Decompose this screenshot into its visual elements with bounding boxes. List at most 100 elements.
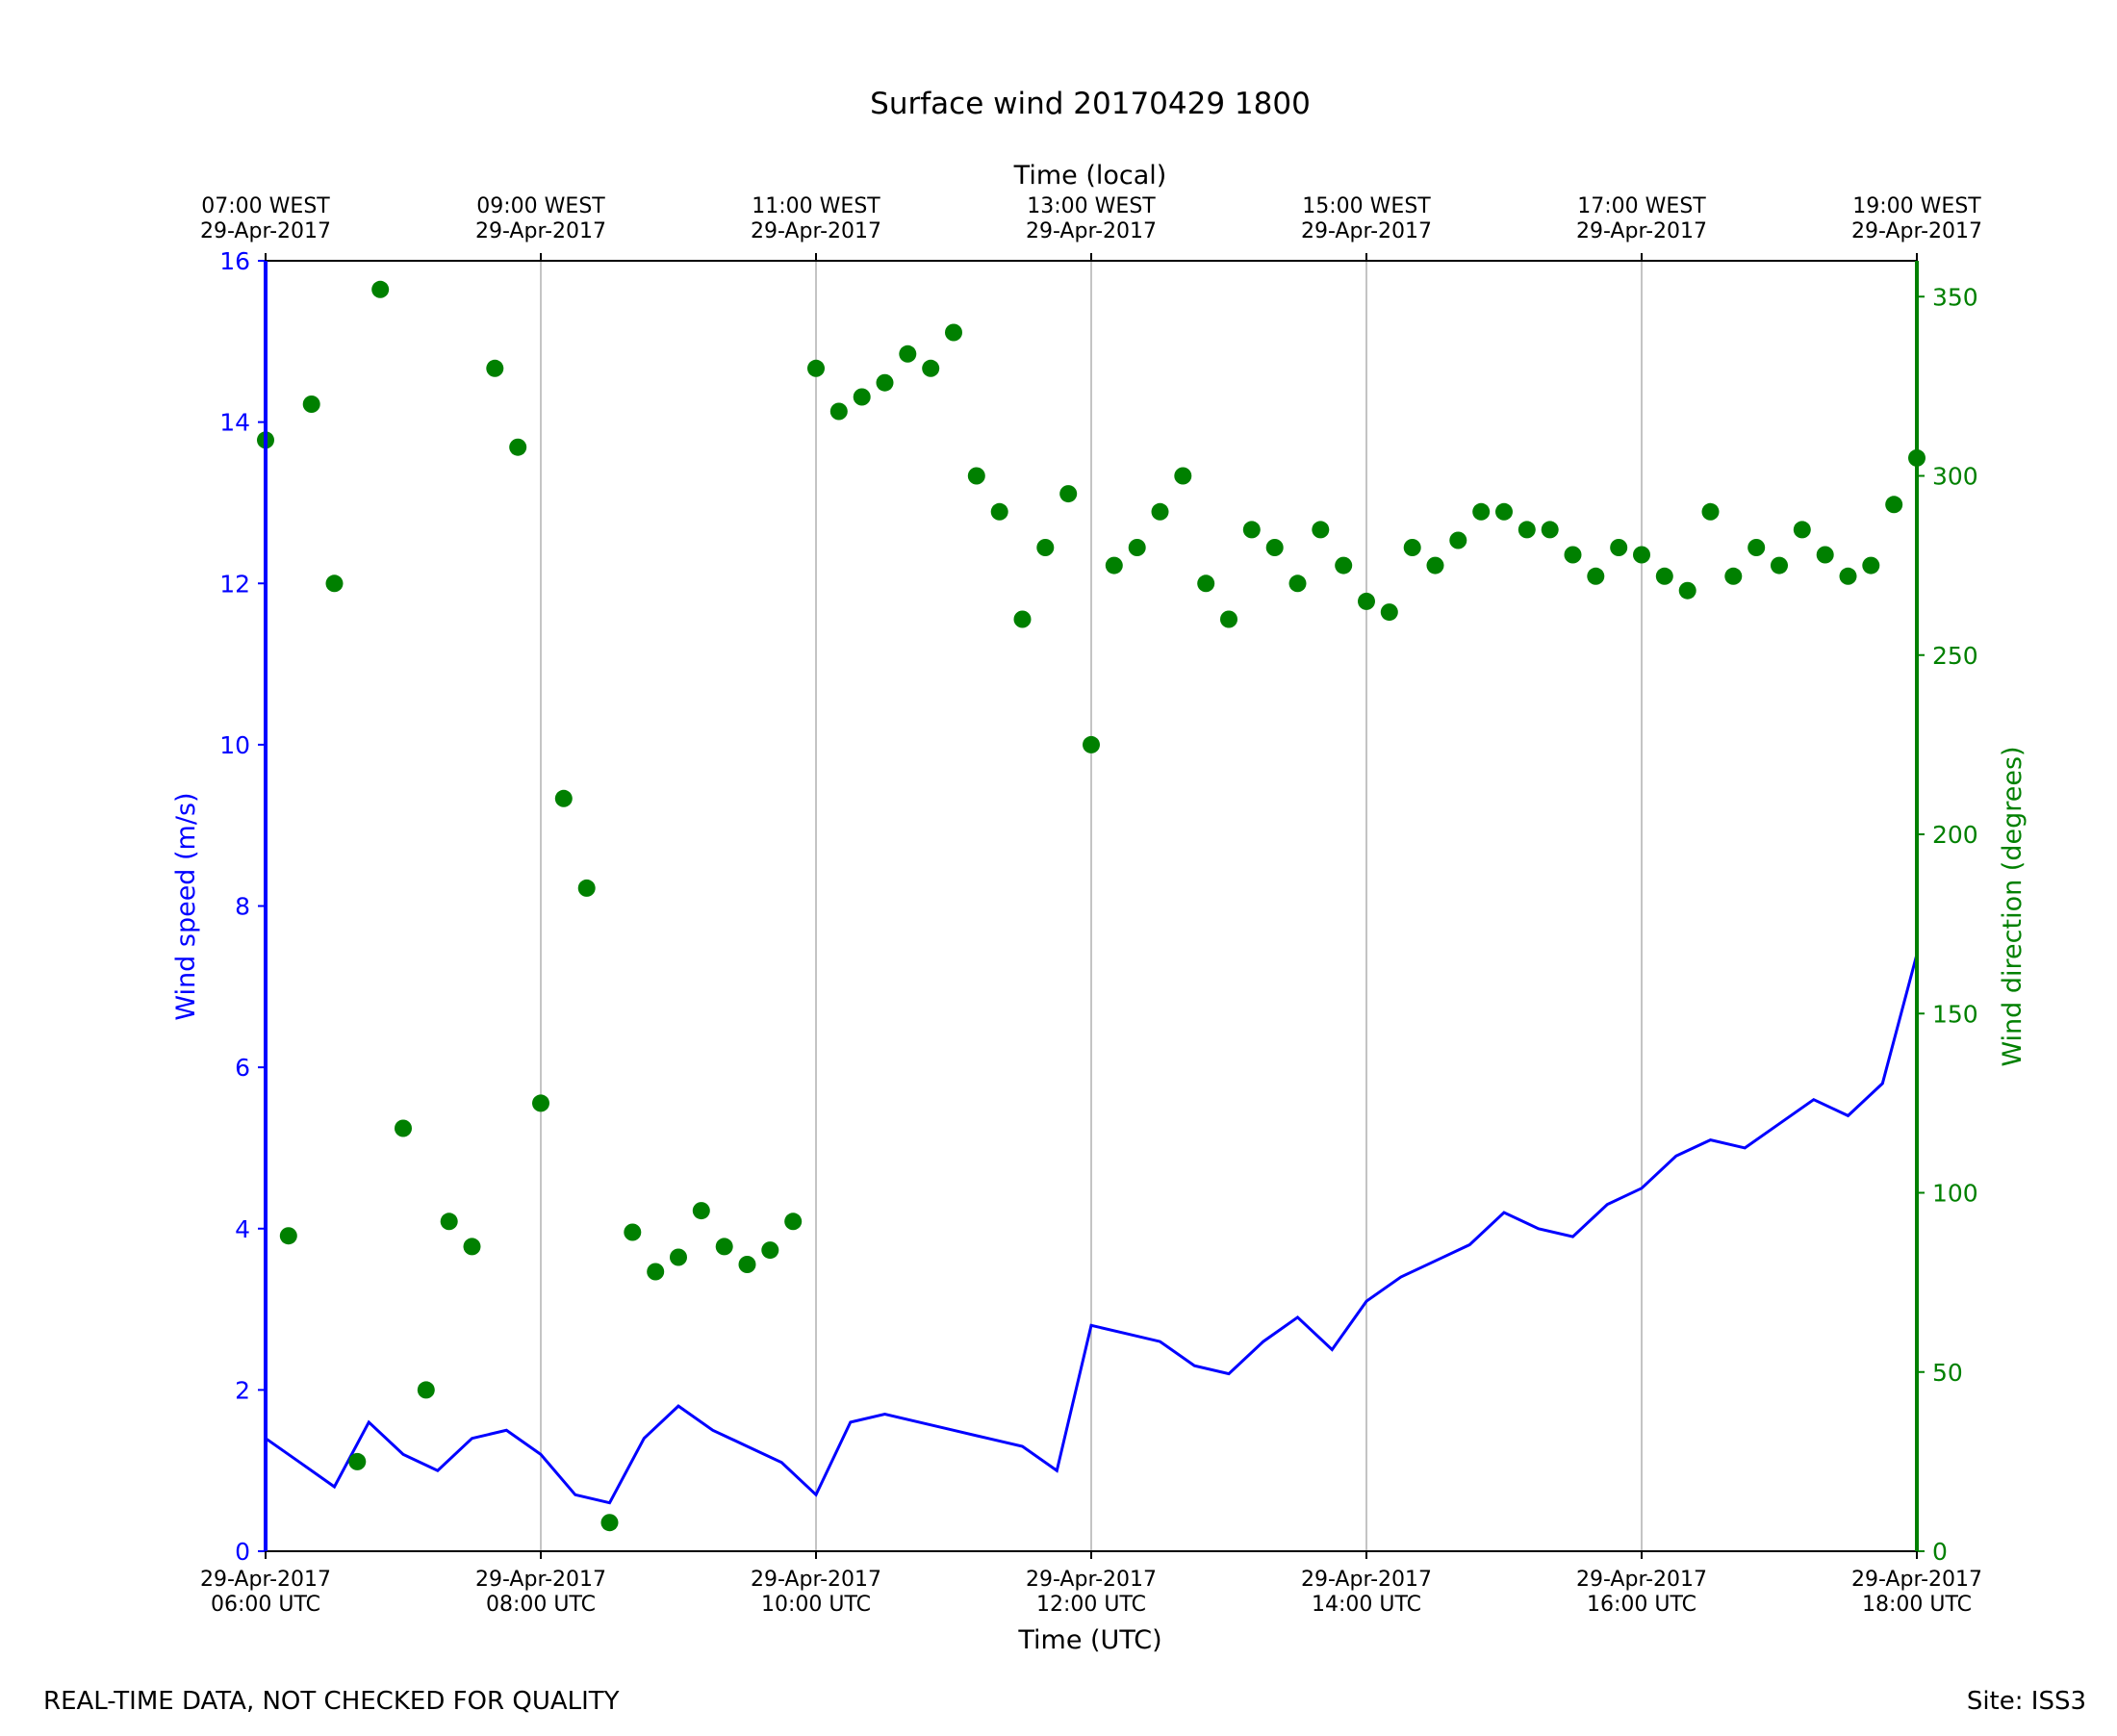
- wind-direction-point: [1518, 521, 1536, 539]
- bottom-tick-label-time: 16:00 UTC: [1587, 1593, 1696, 1617]
- chart-title: Surface wind 20170429 1800: [870, 87, 1311, 121]
- bottom-axis-label: Time (UTC): [1017, 1625, 1161, 1655]
- wind-direction-point: [509, 438, 527, 456]
- top-tick-label-time: 09:00 WEST: [476, 194, 605, 218]
- wind-direction-point: [1105, 556, 1123, 574]
- wind-direction-point: [1449, 531, 1467, 549]
- left-tick-label: 8: [235, 893, 250, 921]
- wind-direction-point: [1265, 539, 1284, 556]
- wind-direction-point: [1174, 467, 1192, 485]
- bottom-tick-label-time: 18:00 UTC: [1862, 1593, 1972, 1617]
- wind-direction-point: [600, 1514, 619, 1532]
- wind-direction-point: [1220, 610, 1237, 628]
- wind-direction-point: [486, 359, 504, 377]
- top-tick-label-date: 29-Apr-2017: [1851, 219, 1982, 243]
- wind-direction-point: [532, 1094, 549, 1112]
- top-tick-label-time: 15:00 WEST: [1302, 194, 1431, 218]
- bottom-tick-label-date: 29-Apr-2017: [200, 1568, 331, 1592]
- wind-direction-point: [325, 574, 344, 593]
- bottom-tick-label-date: 29-Apr-2017: [1301, 1568, 1432, 1592]
- plot-area: 0 2 4 6 8 10 12 14 16 0 50 100 150 200 250 300 350 29-Apr…: [200, 194, 1982, 1617]
- wind-direction-point: [1403, 539, 1421, 556]
- right-tick-label: 0: [1932, 1538, 1948, 1566]
- left-tick-label: 16: [219, 247, 250, 275]
- bottom-tick-label-date: 29-Apr-2017: [1026, 1568, 1157, 1592]
- wind-direction-point: [1816, 546, 1834, 564]
- wind-direction-point: [876, 373, 894, 392]
- left-tick-label: 6: [235, 1054, 250, 1082]
- wind-direction-point: [1701, 502, 1720, 521]
- wind-direction-point: [1151, 502, 1169, 521]
- wind-direction-point: [1013, 610, 1032, 628]
- footer-site: Site: ISS3: [1967, 1687, 2086, 1716]
- right-tick-label: 200: [1932, 821, 1978, 849]
- wind-direction-point: [395, 1119, 412, 1137]
- wind-direction-point: [577, 879, 596, 897]
- right-tick-label: 250: [1932, 642, 1978, 670]
- wind-direction-point: [1771, 556, 1788, 574]
- wind-direction-point: [1335, 556, 1353, 574]
- wind-direction-point: [440, 1213, 458, 1231]
- wind-direction-point: [1036, 539, 1055, 556]
- wind-direction-point: [670, 1248, 687, 1266]
- right-axis-label: Wind direction (degrees): [1998, 746, 2028, 1066]
- wind-direction-point: [417, 1381, 435, 1399]
- left-tick-label: 14: [219, 409, 250, 437]
- bottom-tick-label-date: 29-Apr-2017: [1851, 1568, 1982, 1592]
- bottom-tick-label-date: 29-Apr-2017: [1576, 1568, 1707, 1592]
- footer-disclaimer: REAL-TIME DATA, NOT CHECKED FOR QUALITY: [43, 1687, 620, 1716]
- bottom-tick-label-date: 29-Apr-2017: [751, 1568, 881, 1592]
- top-tick-label-date: 29-Apr-2017: [1576, 219, 1707, 243]
- wind-direction-point: [1862, 556, 1880, 574]
- wind-direction-point: [990, 502, 1008, 521]
- top-tick-label-date: 29-Apr-2017: [475, 219, 606, 243]
- wind-direction-point: [1242, 521, 1261, 539]
- wind-direction-point: [692, 1202, 710, 1220]
- wind-direction-point: [1564, 546, 1582, 564]
- left-axis-label: Wind speed (m/s): [171, 792, 201, 1020]
- wind-direction-point: [1839, 567, 1857, 585]
- wind-direction-point: [1610, 539, 1628, 556]
- wind-direction-point: [1472, 502, 1491, 521]
- bottom-tick-label-time: 10:00 UTC: [761, 1593, 871, 1617]
- left-tick-label: 12: [219, 570, 250, 598]
- wind-direction-point: [1587, 567, 1605, 585]
- wind-direction-point: [922, 359, 940, 377]
- wind-direction-point: [1197, 574, 1215, 593]
- top-tick-label-time: 11:00 WEST: [752, 194, 880, 218]
- wind-direction-point: [1380, 603, 1398, 622]
- wind-direction-point: [1747, 539, 1766, 556]
- bottom-tick-label-time: 12:00 UTC: [1036, 1593, 1146, 1617]
- right-tick-label: 150: [1932, 1000, 1978, 1028]
- wind-direction-point: [1655, 567, 1673, 585]
- wind-direction-point: [463, 1238, 481, 1256]
- top-axis-label: Time (local): [1013, 161, 1167, 191]
- wind-direction-point: [945, 323, 962, 342]
- right-tick-label: 300: [1932, 463, 1978, 491]
- top-tick-label-date: 29-Apr-2017: [200, 219, 331, 243]
- bottom-tick-label-time: 08:00 UTC: [486, 1593, 596, 1617]
- left-tick-label: 10: [219, 731, 250, 759]
- top-tick-label-time: 13:00 WEST: [1027, 194, 1156, 218]
- top-tick-label-date: 29-Apr-2017: [751, 219, 881, 243]
- right-tick-label: 100: [1932, 1180, 1978, 1208]
- wind-direction-point: [1288, 574, 1307, 593]
- wind-direction-point: [853, 388, 871, 406]
- wind-direction-point: [279, 1227, 297, 1245]
- wind-direction-point: [1885, 496, 1903, 514]
- wind-direction-point: [1495, 502, 1513, 521]
- wind-direction-point: [624, 1223, 642, 1241]
- top-tick-label-time: 17:00 WEST: [1577, 194, 1706, 218]
- bottom-tick-label-time: 14:00 UTC: [1312, 1593, 1421, 1617]
- bottom-tick-label-date: 29-Apr-2017: [475, 1568, 606, 1592]
- wind-direction-point: [967, 467, 985, 485]
- wind-direction-point: [554, 789, 573, 807]
- wind-direction-point: [899, 345, 917, 363]
- wind-direction-point: [807, 359, 825, 377]
- wind-direction-point: [302, 396, 320, 413]
- wind-direction-point: [1083, 735, 1100, 753]
- wind-direction-point: [761, 1241, 779, 1260]
- wind-direction-point: [829, 402, 848, 421]
- wind-direction-point: [348, 1452, 367, 1470]
